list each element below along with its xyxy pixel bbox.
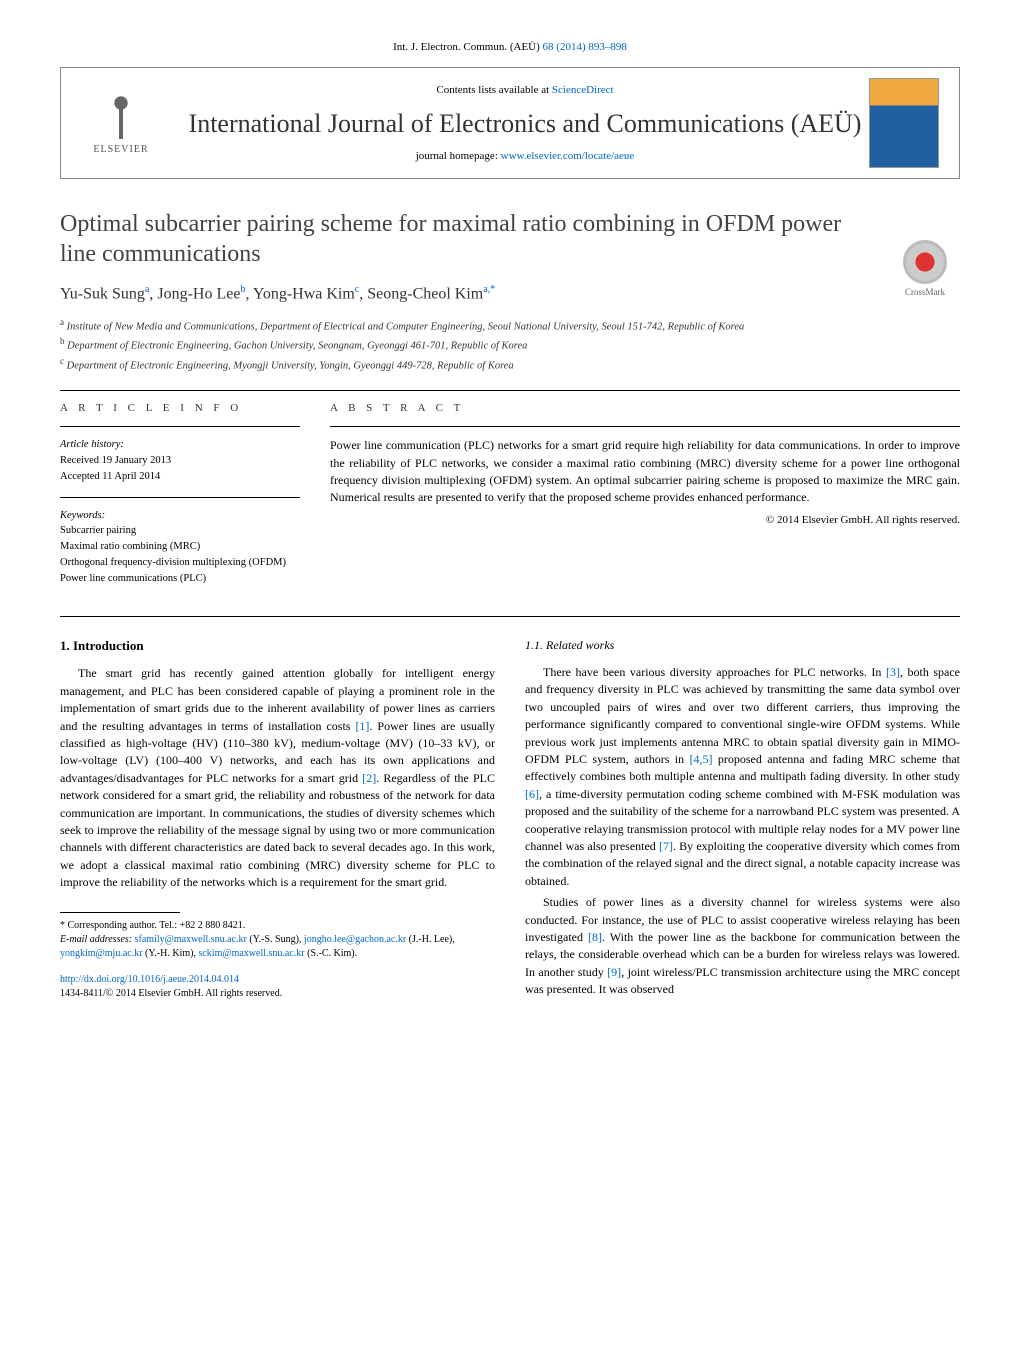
abstract-label: A B S T R A C T xyxy=(330,401,960,416)
keyword: Subcarrier pairing xyxy=(60,523,300,539)
info-abstract-row: A R T I C L E I N F O Article history: R… xyxy=(60,401,960,586)
ref-link[interactable]: [4,5] xyxy=(690,752,713,766)
journal-header: ELSEVIER Contents lists available at Sci… xyxy=(60,67,960,179)
related-paragraph: There have been various diversity approa… xyxy=(525,664,960,890)
citation-link[interactable]: 68 (2014) 893–898 xyxy=(543,41,627,53)
crossmark-icon xyxy=(903,240,947,284)
email-link[interactable]: sckim@maxwell.snu.ac.kr xyxy=(198,948,304,959)
email-link[interactable]: jongho.lee@gachon.ac.kr xyxy=(304,934,406,945)
elsevier-logo: ELSEVIER xyxy=(81,83,161,163)
citation-line: Int. J. Electron. Commun. (AEÜ) 68 (2014… xyxy=(60,40,960,55)
corresponding-sup: * xyxy=(490,284,495,295)
authors-line: Yu-Suk Sunga, Jong-Ho Leeb, Yong-Hwa Kim… xyxy=(60,283,960,306)
affiliation-b: Department of Electronic Engineering, Ga… xyxy=(67,341,527,352)
intro-paragraph: The smart grid has recently gained atten… xyxy=(60,665,495,891)
divider xyxy=(60,497,300,498)
intro-heading: 1. Introduction xyxy=(60,637,495,655)
ref-link[interactable]: [9] xyxy=(607,965,621,979)
abstract-col: A B S T R A C T Power line communication… xyxy=(330,401,960,586)
header-center: Contents lists available at ScienceDirec… xyxy=(181,83,869,164)
email-addresses: E-mail addresses: sfamily@maxwell.snu.ac… xyxy=(60,933,495,961)
left-column: 1. Introduction The smart grid has recen… xyxy=(60,637,495,1002)
keyword: Orthogonal frequency-division multiplexi… xyxy=(60,555,300,571)
abstract-text: Power line communication (PLC) networks … xyxy=(330,437,960,507)
article-info-col: A R T I C L E I N F O Article history: R… xyxy=(60,401,300,586)
ref-link[interactable]: [8] xyxy=(588,930,602,944)
ref-link[interactable]: [3] xyxy=(886,665,900,679)
contents-available: Contents lists available at ScienceDirec… xyxy=(181,83,869,98)
crossmark-label: CrossMark xyxy=(905,286,945,299)
article-history: Article history: Received 19 January 201… xyxy=(60,437,300,484)
author-affil-sup: a xyxy=(145,284,149,295)
email-link[interactable]: yongkim@mju.ac.kr xyxy=(60,948,143,959)
journal-cover-thumb xyxy=(869,78,939,168)
article-info-label: A R T I C L E I N F O xyxy=(60,401,300,416)
body-columns: 1. Introduction The smart grid has recen… xyxy=(60,637,960,1002)
elsevier-label: ELSEVIER xyxy=(93,143,148,157)
author-affil-sup: b xyxy=(240,284,245,295)
homepage-link[interactable]: www.elsevier.com/locate/aeue xyxy=(501,150,635,162)
journal-homepage: journal homepage: www.elsevier.com/locat… xyxy=(181,149,869,164)
author-affil-sup: c xyxy=(355,284,359,295)
footnotes: * Corresponding author. Tel.: +82 2 880 … xyxy=(60,919,495,961)
affiliation-c: Department of Electronic Engineering, My… xyxy=(67,360,514,371)
history-label: Article history: xyxy=(60,437,300,453)
received-date: Received 19 January 2013 xyxy=(60,453,300,469)
right-column: 1.1. Related works There have been vario… xyxy=(525,637,960,1002)
divider xyxy=(60,426,300,427)
elsevier-tree-icon xyxy=(96,89,146,139)
citation-prefix: Int. J. Electron. Commun. (AEÜ) xyxy=(393,41,542,53)
ref-link[interactable]: [2] xyxy=(362,771,376,785)
sciencedirect-link[interactable]: ScienceDirect xyxy=(552,84,614,96)
divider xyxy=(60,616,960,617)
accepted-date: Accepted 11 April 2014 xyxy=(60,469,300,485)
crossmark-badge[interactable]: CrossMark xyxy=(890,240,960,310)
keyword: Power line communications (PLC) xyxy=(60,571,300,587)
corresponding-note: * Corresponding author. Tel.: +82 2 880 … xyxy=(60,919,495,933)
keyword: Maximal ratio combining (MRC) xyxy=(60,539,300,555)
divider xyxy=(330,426,960,427)
affiliations: a Institute of New Media and Communicati… xyxy=(60,316,960,374)
divider xyxy=(60,390,960,391)
issn-copyright: 1434-8411/© 2014 Elsevier GmbH. All righ… xyxy=(60,987,495,1001)
journal-name: International Journal of Electronics and… xyxy=(181,106,869,142)
article-title: Optimal subcarrier pairing scheme for ma… xyxy=(60,209,960,269)
footnote-divider xyxy=(60,912,180,913)
ref-link[interactable]: [1] xyxy=(355,719,369,733)
doi-link[interactable]: http://dx.doi.org/10.1016/j.aeue.2014.04… xyxy=(60,974,239,985)
ref-link[interactable]: [6] xyxy=(525,787,539,801)
abstract-copyright: © 2014 Elsevier GmbH. All rights reserve… xyxy=(330,513,960,528)
related-paragraph: Studies of power lines as a diversity ch… xyxy=(525,894,960,998)
ref-link[interactable]: [7] xyxy=(659,839,673,853)
email-link[interactable]: sfamily@maxwell.snu.ac.kr xyxy=(135,934,247,945)
keywords-label: Keywords: xyxy=(60,508,300,524)
affiliation-a: Institute of New Media and Communication… xyxy=(67,322,745,333)
related-heading: 1.1. Related works xyxy=(525,637,960,654)
keywords-block: Keywords: Subcarrier pairing Maximal rat… xyxy=(60,508,300,587)
doi-line: http://dx.doi.org/10.1016/j.aeue.2014.04… xyxy=(60,973,495,987)
